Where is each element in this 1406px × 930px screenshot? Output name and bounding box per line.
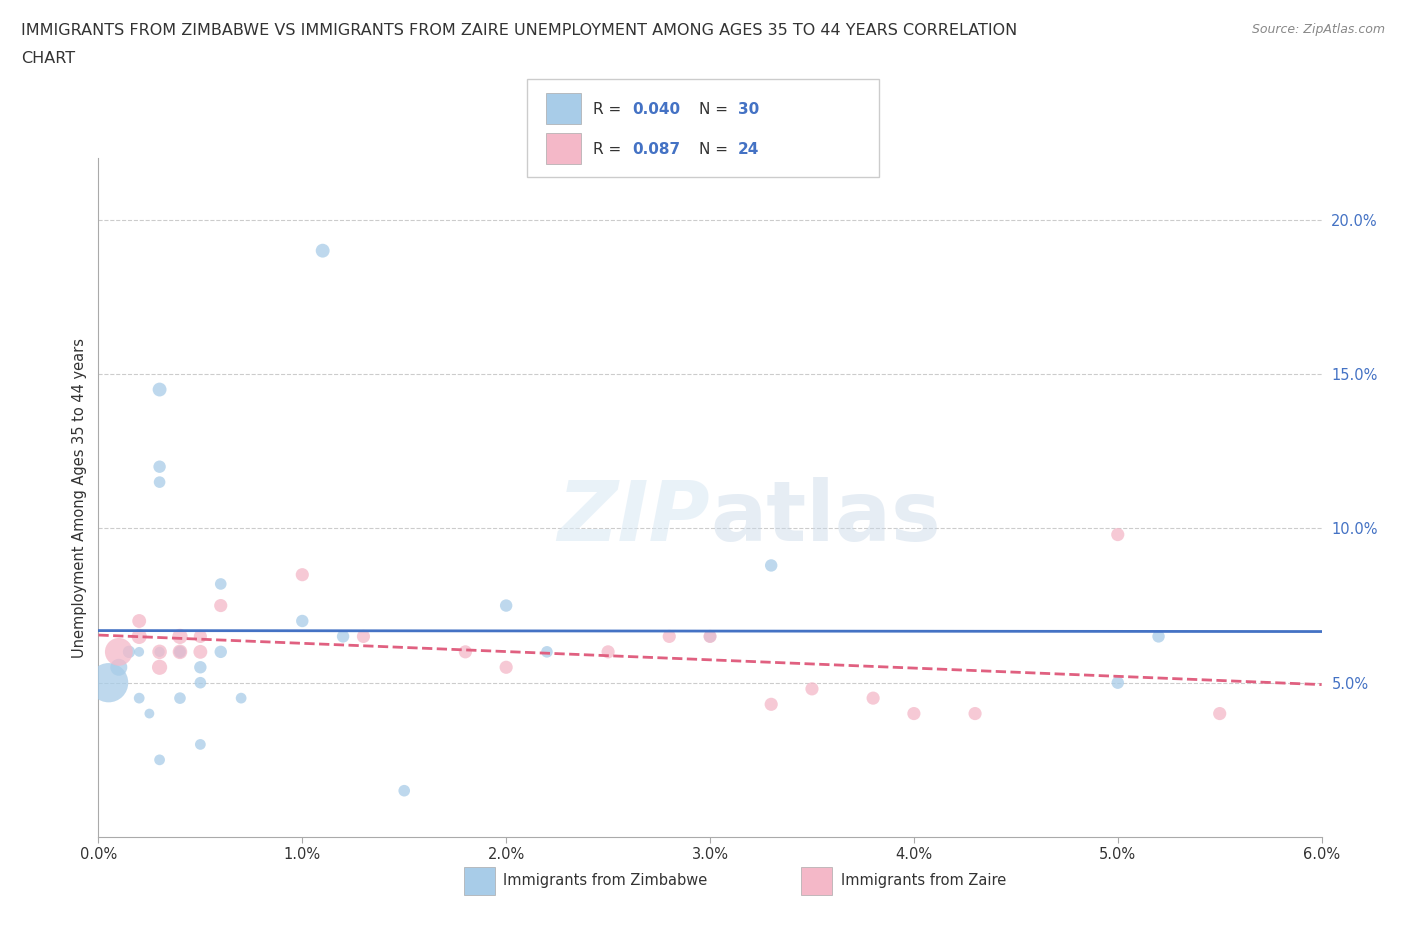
Point [231,691,253,706]
Text: R =: R = [593,102,627,117]
Point [138,706,160,721]
Point [209,644,232,659]
Point [801,682,824,697]
Point [128,644,150,659]
Point [536,644,558,659]
Point [291,614,314,629]
Point [188,675,212,690]
Text: IMMIGRANTS FROM ZIMBABWE VS IMMIGRANTS FROM ZAIRE UNEMPLOYMENT AMONG AGES 35 TO : IMMIGRANTS FROM ZIMBABWE VS IMMIGRANTS F… [21,23,1018,38]
Text: Immigrants from Zaire: Immigrants from Zaire [841,873,1007,888]
Point [188,660,212,675]
Point [188,644,212,659]
Point [97,675,120,690]
Point [1208,706,1232,721]
Point [1147,629,1170,644]
Point [209,577,232,591]
Point [699,629,721,644]
Text: 24: 24 [738,142,759,157]
Point [1107,675,1129,690]
Point [699,629,721,644]
Point [149,752,172,767]
Point [169,644,191,659]
Point [108,660,131,675]
Point [149,474,172,489]
Point [495,598,517,613]
Point [495,660,517,675]
Point [149,644,172,659]
Text: 0.087: 0.087 [633,142,681,157]
Text: R =: R = [593,142,627,157]
Point [454,644,477,659]
Point [291,567,314,582]
Text: 30: 30 [738,102,759,117]
Point [311,244,335,259]
Text: Immigrants from Zimbabwe: Immigrants from Zimbabwe [503,873,707,888]
Point [332,629,354,644]
Point [128,691,150,706]
Point [128,629,150,644]
Text: N =: N = [699,142,733,157]
Point [658,629,681,644]
Text: 0.040: 0.040 [633,102,681,117]
Point [169,644,191,659]
Point [761,697,783,711]
Point [1107,527,1129,542]
Point [352,629,374,644]
Text: Source: ZipAtlas.com: Source: ZipAtlas.com [1251,23,1385,36]
Text: ZIP: ZIP [557,477,710,558]
Point [149,382,172,397]
Point [903,706,925,721]
Point [149,660,172,675]
Point [963,706,986,721]
Text: CHART: CHART [21,51,75,66]
Point [169,629,191,644]
Text: N =: N = [699,102,733,117]
Point [169,691,191,706]
Point [209,598,232,613]
Point [118,644,141,659]
Point [392,783,416,798]
Point [188,737,212,751]
Point [169,644,191,659]
Point [108,644,131,659]
Point [598,644,620,659]
Text: atlas: atlas [710,477,941,558]
Point [862,691,884,706]
Y-axis label: Unemployment Among Ages 35 to 44 years: Unemployment Among Ages 35 to 44 years [72,338,87,658]
Point [149,644,172,659]
Point [149,459,172,474]
Point [761,558,783,573]
Point [128,614,150,629]
Point [188,629,212,644]
